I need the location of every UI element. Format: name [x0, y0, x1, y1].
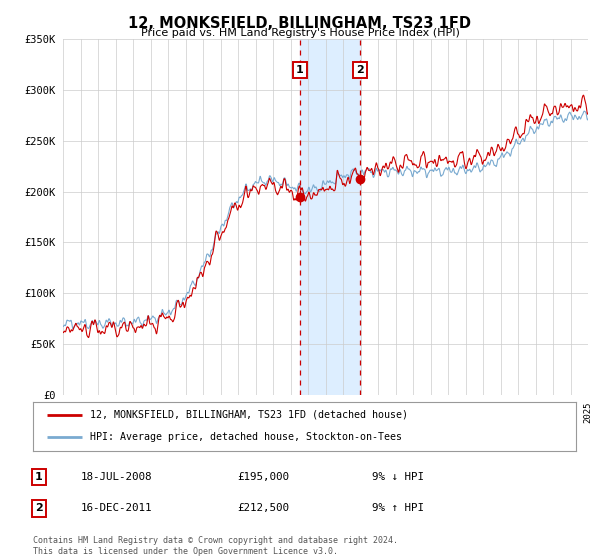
Text: 9% ↓ HPI: 9% ↓ HPI: [372, 472, 424, 482]
Text: 9% ↑ HPI: 9% ↑ HPI: [372, 503, 424, 514]
Bar: [300, 39, 360, 395]
Text: 2: 2: [356, 65, 364, 74]
Text: 18-JUL-2008: 18-JUL-2008: [81, 472, 152, 482]
Text: HPI: Average price, detached house, Stockton-on-Tees: HPI: Average price, detached house, Stoc…: [90, 432, 402, 442]
Text: 1: 1: [35, 472, 43, 482]
Text: 12, MONKSFIELD, BILLINGHAM, TS23 1FD (detached house): 12, MONKSFIELD, BILLINGHAM, TS23 1FD (de…: [90, 410, 408, 420]
Text: 2: 2: [35, 503, 43, 514]
Text: Contains HM Land Registry data © Crown copyright and database right 2024.
This d: Contains HM Land Registry data © Crown c…: [33, 536, 398, 556]
Text: Price paid vs. HM Land Registry's House Price Index (HPI): Price paid vs. HM Land Registry's House …: [140, 28, 460, 38]
Text: 16-DEC-2011: 16-DEC-2011: [81, 503, 152, 514]
Text: 12, MONKSFIELD, BILLINGHAM, TS23 1FD: 12, MONKSFIELD, BILLINGHAM, TS23 1FD: [128, 16, 472, 31]
Text: 1: 1: [296, 65, 304, 74]
Text: £195,000: £195,000: [237, 472, 289, 482]
Text: £212,500: £212,500: [237, 503, 289, 514]
